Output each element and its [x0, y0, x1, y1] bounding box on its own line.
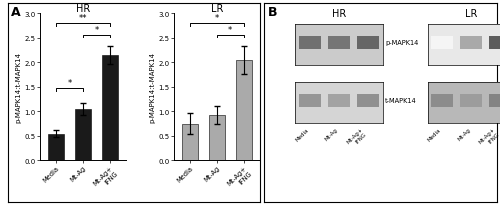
Bar [298, 37, 320, 49]
Text: B: B [268, 6, 277, 19]
Bar [328, 95, 349, 107]
Title: LR: LR [210, 4, 223, 14]
Text: Mt-Ag+
IFNG: Mt-Ag+ IFNG [346, 127, 368, 149]
Text: Mt-Ag: Mt-Ag [324, 127, 339, 141]
Title: HR: HR [76, 4, 90, 14]
Bar [328, 37, 349, 49]
Text: *: * [94, 26, 98, 34]
Bar [431, 95, 453, 107]
Text: *: * [214, 14, 219, 23]
Text: Media: Media [427, 127, 442, 142]
Text: t-MAPK14: t-MAPK14 [385, 98, 417, 104]
Bar [460, 95, 482, 107]
Bar [460, 37, 482, 49]
Bar [182, 124, 198, 161]
Bar [209, 115, 225, 161]
Text: *: * [228, 26, 232, 34]
Bar [490, 95, 500, 107]
Bar [357, 95, 379, 107]
Text: HR: HR [332, 9, 346, 19]
Bar [48, 134, 64, 161]
Text: **: ** [79, 14, 88, 23]
Bar [490, 37, 500, 49]
Y-axis label: p-MAPK14:t-MAPK14: p-MAPK14:t-MAPK14 [16, 52, 22, 123]
Bar [75, 110, 91, 161]
Text: *: * [68, 79, 72, 88]
Bar [298, 95, 320, 107]
Bar [102, 56, 118, 161]
Bar [357, 37, 379, 49]
Text: LR: LR [465, 9, 477, 19]
Bar [236, 61, 252, 161]
Text: Media: Media [294, 127, 310, 142]
Text: Mt-Ag+
IFNG: Mt-Ag+ IFNG [478, 127, 500, 149]
Text: p-MAPK14: p-MAPK14 [385, 40, 418, 46]
Text: Mt-Ag: Mt-Ag [456, 127, 471, 141]
Text: A: A [11, 6, 20, 19]
Y-axis label: p-MAPK14:t-MAPK14: p-MAPK14:t-MAPK14 [150, 52, 156, 123]
Bar [431, 37, 453, 49]
